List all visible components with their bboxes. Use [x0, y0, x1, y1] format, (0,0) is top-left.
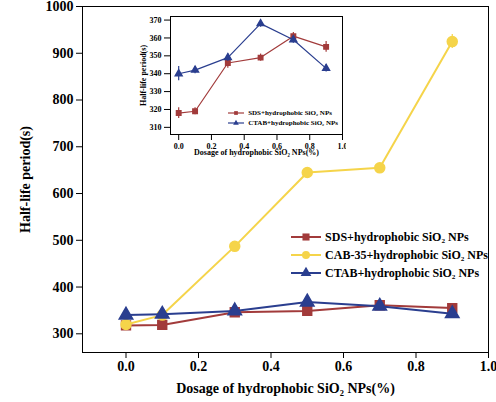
svg-text:320: 320 [150, 105, 162, 114]
html-text:CAB-35+hydrophobic SiO₂ NPs: CAB-35+hydrophobic SiO₂ NPs [325, 247, 488, 262]
svg-text:1.0: 1.0 [480, 359, 496, 374]
svg-text:Half-life period(s): Half-life period(s) [139, 45, 148, 106]
svg-text:Dosage of hydrophobic SiO₂ NPs: Dosage of hydrophobic SiO₂ NPs(%) [176, 381, 395, 397]
html-text:CTAB+hydrophobic SiO₂ NPs: CTAB+hydrophobic SiO₂ NPs [248, 119, 338, 127]
svg-text:400: 400 [53, 280, 74, 295]
svg-text:340: 340 [150, 69, 162, 78]
svg-text:700: 700 [53, 139, 74, 154]
svg-text:0.0: 0.0 [117, 359, 135, 374]
html-text:SDS+hydrophobic SiO₂ NPs: SDS+hydrophobic SiO₂ NPs [248, 109, 332, 117]
svg-text:0.2: 0.2 [190, 359, 208, 374]
html-text:CTAB+hydrophobic SiO₂ NPs: CTAB+hydrophobic SiO₂ NPs [325, 265, 480, 280]
svg-text:310: 310 [150, 123, 162, 132]
svg-text:1.0: 1.0 [338, 142, 347, 151]
svg-text:600: 600 [53, 186, 74, 201]
svg-text:500: 500 [53, 233, 74, 248]
svg-text:0.0: 0.0 [174, 142, 184, 151]
svg-text:Half-life period(s): Half-life period(s) [18, 126, 34, 233]
svg-text:1000: 1000 [46, 0, 74, 14]
svg-text:370: 370 [150, 16, 162, 25]
svg-text:Dosage of hydrophobic SiO₂ NPs: Dosage of hydrophobic SiO₂ NPs(%) [194, 148, 319, 157]
svg-text:330: 330 [150, 87, 162, 96]
svg-text:300: 300 [53, 326, 74, 341]
svg-text:0.6: 0.6 [335, 359, 353, 374]
svg-text:0.4: 0.4 [262, 359, 280, 374]
svg-text:800: 800 [53, 92, 74, 107]
svg-text:900: 900 [53, 46, 74, 61]
svg-text:350: 350 [150, 51, 162, 60]
html-text:SDS+hydrophobic SiO₂ NPs: SDS+hydrophobic SiO₂ NPs [325, 229, 469, 244]
svg-text:0.8: 0.8 [407, 359, 425, 374]
svg-text:360: 360 [150, 34, 162, 43]
